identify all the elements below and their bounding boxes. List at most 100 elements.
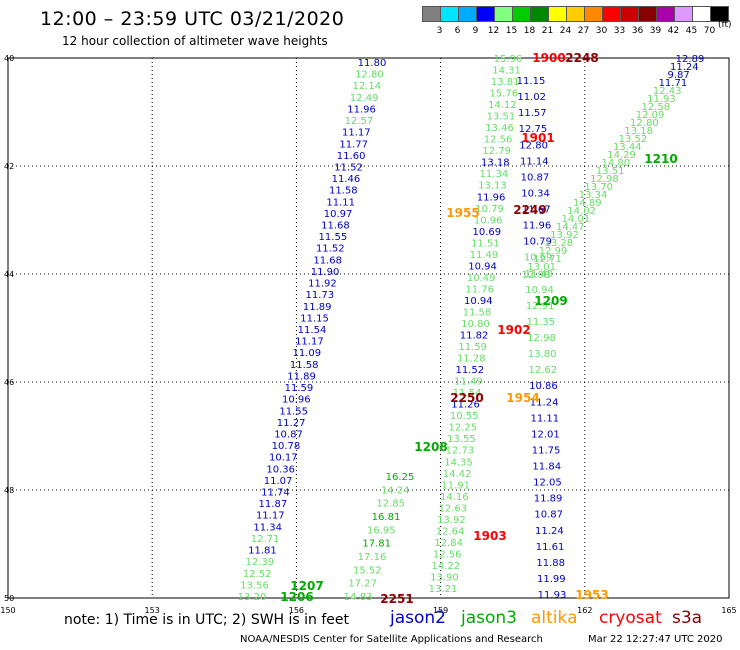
scale-swatch <box>674 6 693 22</box>
wave-height-value: 11.96 <box>523 221 552 232</box>
wave-height-value: 11.61 <box>536 542 565 553</box>
wave-height-value: 13.70 <box>584 182 613 193</box>
lat-tick-label: 50 <box>4 594 14 603</box>
wave-height-value: 12.56 <box>433 549 462 560</box>
scale-label: 30 <box>595 26 608 36</box>
lon-tick-label: 156 <box>289 606 304 615</box>
wave-height-value: 12.63 <box>439 503 468 514</box>
wave-height-value: 10.55 <box>450 411 479 422</box>
scale-label: 42 <box>667 26 680 36</box>
wave-height-value: 11.17 <box>256 511 285 522</box>
wave-height-value: 14.89 <box>573 198 602 209</box>
credit-line: NOAA/NESDIS Center for Satellite Applica… <box>240 634 543 645</box>
wave-height-value: 11.82 <box>460 331 489 342</box>
wave-height-value: 11.17 <box>295 337 324 348</box>
wave-height-value: 12.52 <box>243 569 272 580</box>
scale-swatch <box>548 6 567 22</box>
lon-tick-label: 159 <box>433 606 448 615</box>
wave-height-value: 13.46 <box>485 123 514 134</box>
scale-label: 15 <box>505 26 518 36</box>
wave-height-value: 11.73 <box>306 290 335 301</box>
wave-height-value: 11.80 <box>358 58 387 69</box>
wave-height-value: 12.49 <box>350 93 379 104</box>
lat-tick-label: 40 <box>4 54 14 63</box>
wave-height-value: 11.96 <box>477 192 506 203</box>
wave-height-value: 10.86 <box>529 381 558 392</box>
wave-height-value: 11.89 <box>534 494 563 505</box>
wave-height-value: 10.17 <box>269 453 298 464</box>
wave-height-value: 10.36 <box>266 464 295 475</box>
wave-height-value: 11.07 <box>264 476 293 487</box>
wave-height-value: 13.90 <box>430 572 459 583</box>
wave-height-value: 14.47 <box>556 222 585 233</box>
wave-height-value: 11.81 <box>248 546 277 557</box>
wave-height-value: 12.01 <box>531 429 560 440</box>
wave-height-value: 11.35 <box>527 317 556 328</box>
wave-height-value: 11.58 <box>329 186 358 197</box>
wave-height-value: 11.58 <box>463 307 492 318</box>
wave-height-value: 11.87 <box>259 499 288 510</box>
wave-height-value: 12.25 <box>448 423 477 434</box>
track-time-label: 1207 <box>290 579 323 593</box>
track-time-label: 1209 <box>534 294 567 308</box>
scale-swatch <box>656 6 675 22</box>
wave-height-value: 14.01 <box>562 214 591 225</box>
wave-height-value: 10.69 <box>472 227 501 238</box>
track-time-label: 1901 <box>521 131 554 145</box>
wave-height-value: 13.34 <box>579 190 608 201</box>
wave-height-value: 14.31 <box>492 66 521 77</box>
footnote: note: 1) Time is in UTC; 2) SWH is in fe… <box>64 612 350 628</box>
wave-height-value: 11.76 <box>465 284 494 295</box>
lat-tick-label: 48 <box>4 486 14 495</box>
grid-lines <box>8 58 729 598</box>
wave-height-value: 11.24 <box>535 526 564 537</box>
wave-height-value: 10.69 <box>524 253 553 264</box>
scale-label: 70 <box>703 26 716 36</box>
wave-height-value: 11.68 <box>321 221 350 232</box>
wave-height-value: 12.85 <box>376 499 405 510</box>
scale-label: 27 <box>577 26 590 36</box>
scale-swatch <box>638 6 657 22</box>
wave-height-value: 14.12 <box>488 100 517 111</box>
wave-height-value: 11.26 <box>451 400 480 411</box>
wave-height-value: 14.80 <box>602 158 631 169</box>
wave-height-value: 13.52 <box>619 134 648 145</box>
wave-height-value: 11.52 <box>334 162 363 173</box>
map-frame <box>7 57 730 599</box>
lon-tick-label: 162 <box>577 606 592 615</box>
wave-height-value: 13.28 <box>544 238 573 249</box>
wave-height-value: 17.27 <box>348 579 377 590</box>
track-time-label: 2251 <box>380 592 413 606</box>
wave-height-value: 14.42 <box>443 469 472 480</box>
track-time-label: 1902 <box>497 323 530 337</box>
track-time-label: 2249 <box>513 203 546 217</box>
wave-height-value: 13.92 <box>437 515 466 526</box>
wave-height-value: 12.80 <box>519 140 548 151</box>
scale-label: 21 <box>541 26 554 36</box>
wave-height-value: 12.99 <box>539 246 568 257</box>
track-time-label: 1903 <box>473 529 506 543</box>
axis-labels: 150 153 156 159 162 165 40 42 44 46 48 50 <box>0 54 736 615</box>
wave-height-value: 14.02 <box>567 206 596 217</box>
scale-swatch <box>440 6 459 22</box>
track-time-label: 1954 <box>506 391 539 405</box>
wave-height-value: 11.60 <box>337 151 366 162</box>
wave-height-value: 13.51 <box>487 112 516 123</box>
wave-height-value: 12.71 <box>251 534 280 545</box>
wave-height-value: 11.74 <box>261 488 290 499</box>
scale-swatch <box>602 6 621 22</box>
scale-swatch <box>710 6 729 22</box>
wave-height-value: 11.58 <box>290 360 319 371</box>
track-time-label: 2248 <box>565 51 598 65</box>
wave-height-value: 12.98 <box>527 333 556 344</box>
wave-height-value: 11.02 <box>517 92 546 103</box>
wave-height-value: 11.24 <box>530 397 559 408</box>
scale-label: 36 <box>631 26 644 36</box>
scale-swatch <box>620 6 639 22</box>
lon-tick-label: 153 <box>145 606 160 615</box>
track-time-label: 1206 <box>280 590 313 604</box>
wave-height-value: 10.94 <box>468 261 497 272</box>
wave-height-value: 12.89 <box>676 54 705 65</box>
track-time-label: 1208 <box>414 440 447 454</box>
wave-height-value: 11.11 <box>530 413 559 424</box>
